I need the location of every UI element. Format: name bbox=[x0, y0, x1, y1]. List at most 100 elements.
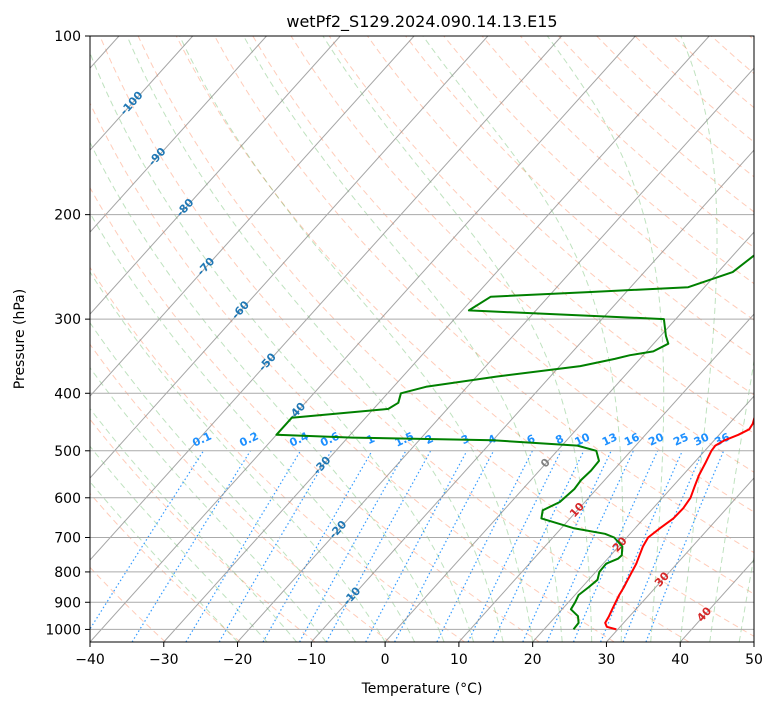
y-tick-label: 900 bbox=[54, 595, 81, 611]
mixing-ratio-label: 0.1 bbox=[190, 430, 213, 450]
isotherm-line bbox=[310, 149, 754, 642]
mixing-ratio-label: 10 bbox=[573, 430, 593, 448]
isotherm-line bbox=[90, 36, 194, 151]
moist-adiabat-line bbox=[679, 36, 718, 642]
x-tick-label: −30 bbox=[149, 652, 179, 668]
dry-adiabat-line bbox=[99, 36, 690, 642]
moist-adiabat-line bbox=[243, 36, 563, 642]
plot-frame bbox=[89, 35, 755, 643]
mixing-ratio-line bbox=[90, 450, 205, 631]
y-tick-label: 800 bbox=[54, 565, 81, 581]
mixing-ratio-line bbox=[522, 450, 612, 642]
isotherm-line bbox=[384, 231, 754, 642]
mixing-ratio-label: 20 bbox=[646, 430, 666, 448]
moist-adiabat-line bbox=[709, 358, 754, 642]
y-tick-label: 500 bbox=[54, 444, 81, 460]
x-tick-label: 50 bbox=[745, 652, 763, 668]
dry-adiabat-line bbox=[519, 36, 754, 249]
moist-adiabat-line bbox=[90, 481, 238, 642]
y-tick-label: 700 bbox=[54, 531, 81, 547]
dry-adiabat-line bbox=[90, 566, 166, 642]
x-tick-label: 0 bbox=[381, 652, 390, 668]
moist-adiabat-line bbox=[90, 445, 268, 642]
dry-adiabat-line bbox=[137, 36, 754, 637]
mixing-ratio-label: 0.2 bbox=[237, 430, 260, 450]
dry-adiabat-line bbox=[90, 343, 391, 642]
mixing-ratio-line bbox=[325, 450, 432, 642]
mixing-ratio-label: 16 bbox=[622, 430, 642, 448]
dry-adiabat-line bbox=[366, 36, 754, 396]
y-axis-label: Pressure (hPa) bbox=[12, 289, 28, 389]
dry-adiabat-line bbox=[405, 36, 754, 358]
dry-adiabat-line bbox=[328, 36, 754, 434]
isotherm-line bbox=[458, 313, 754, 642]
isotherm-line bbox=[90, 36, 415, 397]
dry-adiabat-line bbox=[90, 492, 241, 642]
background-lines bbox=[90, 36, 754, 642]
dry-adiabat-line bbox=[710, 36, 754, 75]
dry-adiabat-line bbox=[90, 186, 540, 642]
x-tick-label: −20 bbox=[223, 652, 253, 668]
dry-adiabat-line bbox=[252, 36, 754, 513]
dry-adiabat-line bbox=[175, 36, 754, 595]
x-tick-label: −40 bbox=[75, 652, 105, 668]
moist-adiabat-line bbox=[126, 36, 504, 642]
y-tick-label: 400 bbox=[54, 386, 81, 402]
mixing-ratio-label: 0.6 bbox=[318, 429, 341, 449]
temperature-profile-line bbox=[604, 415, 754, 631]
mixing-ratio-line bbox=[394, 450, 495, 642]
isotherm-line bbox=[90, 36, 636, 642]
mixing-ratio-line bbox=[299, 450, 407, 642]
x-tick-label: 10 bbox=[450, 652, 468, 668]
mixing-ratio-line bbox=[436, 450, 534, 642]
x-tick-label: −10 bbox=[297, 652, 327, 668]
dry-adiabat-line bbox=[749, 36, 754, 41]
moist-adiabat-line bbox=[546, 36, 665, 642]
y-tick-label: 600 bbox=[54, 491, 81, 507]
y-axis: 100 200 300 400 500 600 700 800 900 1000 bbox=[45, 29, 90, 638]
dry-adiabat-line bbox=[290, 36, 754, 473]
series-lines bbox=[275, 254, 754, 631]
isotherm-labels: -100-90-80-70-60-50-40-30-20-10010203040… bbox=[117, 88, 732, 624]
isotherm-line bbox=[90, 36, 562, 561]
isotherm-line bbox=[163, 36, 710, 642]
dry-adiabat-line bbox=[596, 36, 754, 178]
moist-adiabat-line bbox=[322, 36, 593, 642]
mixing-ratio-label: 0.4 bbox=[287, 429, 310, 449]
dry-adiabat-line bbox=[90, 102, 615, 642]
moist-adiabat-line bbox=[90, 51, 475, 642]
x-tick-label: 20 bbox=[524, 652, 542, 668]
x-tick-label: 30 bbox=[598, 652, 616, 668]
x-tick-label: 40 bbox=[671, 652, 689, 668]
dry-adiabat-line bbox=[90, 418, 316, 642]
mixing-ratio-line bbox=[467, 450, 562, 642]
dry-adiabat-line bbox=[214, 36, 754, 554]
mixing-ratio-line bbox=[185, 450, 302, 642]
moist-adiabat-line bbox=[179, 36, 534, 642]
mixing-ratio-line bbox=[600, 450, 683, 642]
moist-adiabat-line bbox=[90, 407, 297, 642]
y-tick-label: 200 bbox=[54, 208, 81, 224]
dry-adiabat-line bbox=[90, 266, 465, 642]
isotherm-line bbox=[90, 36, 489, 479]
x-axis: −40 −30 −20 −10 0 10 20 30 40 50 bbox=[75, 642, 763, 668]
mixing-ratio-label: 25 bbox=[671, 431, 690, 449]
mixing-ratio-label: 1 bbox=[364, 432, 376, 447]
moist-adiabat-line bbox=[90, 321, 357, 642]
mixing-ratio-line bbox=[622, 450, 704, 642]
isotherm-line bbox=[679, 559, 754, 642]
moist-adiabat-line bbox=[422, 36, 624, 642]
moist-adiabat-line bbox=[90, 366, 327, 642]
y-tick-label: 1000 bbox=[45, 622, 81, 638]
isotherm-line bbox=[606, 477, 754, 642]
isotherm-line bbox=[753, 641, 754, 642]
mixing-ratio-label: 13 bbox=[600, 431, 619, 449]
dewpoint-profile-line bbox=[275, 254, 754, 631]
isotherm-line bbox=[90, 36, 267, 233]
moist-adiabat-line bbox=[738, 554, 754, 642]
y-tick-label: 300 bbox=[54, 312, 81, 328]
mixing-ratio-line bbox=[262, 450, 373, 642]
mixing-ratio-label: 30 bbox=[692, 430, 712, 448]
mixing-ratio-line bbox=[365, 450, 468, 642]
mixing-ratio-line bbox=[131, 450, 252, 642]
